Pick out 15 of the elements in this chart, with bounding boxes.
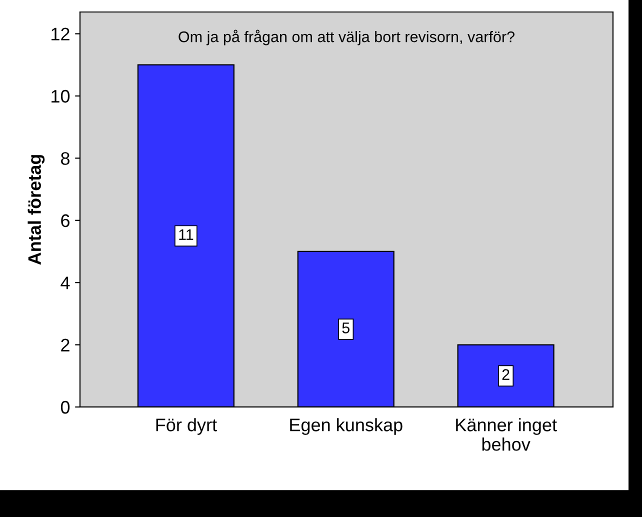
y-tick-label: 0 — [60, 400, 70, 414]
y-tick-label: 8 — [61, 152, 70, 165]
data-label: 5 — [342, 322, 350, 334]
text: Om ja på frågan om att välja bort revisorn, varför? — [178, 30, 514, 46]
y-tick-label: 2 — [61, 338, 70, 352]
y-tick-label: 12 — [52, 28, 70, 40]
y-tick-label: 10 — [52, 90, 70, 103]
x-tick-label: För dyrt — [156, 418, 217, 435]
y-axis-title: Antal företag — [28, 155, 45, 265]
x-tick-label: Känner inget behov — [456, 418, 557, 451]
y-tick-label: 6 — [61, 214, 70, 228]
y-tick-label: 4 — [60, 276, 70, 290]
data-label: 2 — [502, 369, 510, 380]
x-tick-label: Egen kunskap — [290, 418, 402, 435]
data-label: 11 — [179, 229, 194, 240]
